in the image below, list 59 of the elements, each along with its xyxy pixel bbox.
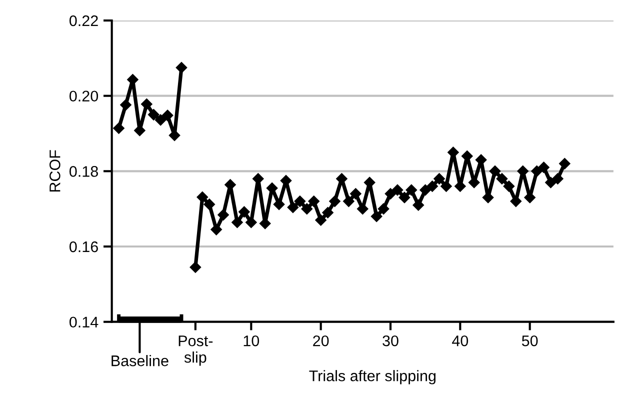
point [559,158,570,170]
point [406,184,418,196]
y-tick-label: 0.20 [69,90,98,102]
point [496,173,508,184]
point [489,166,501,177]
point [196,192,208,203]
point [378,203,390,214]
point [384,188,396,200]
x-tick-label: 30 [382,335,398,346]
point [218,209,229,220]
point [357,203,368,214]
point [531,166,542,177]
point [273,198,285,210]
point [210,224,222,236]
point [538,162,550,174]
point [329,196,340,207]
text: Baseline [112,355,168,366]
y-tick-label: 0.16 [69,241,98,252]
point [503,180,515,192]
point [148,109,160,120]
point [246,216,257,228]
x-tick-label: 20 [313,335,329,346]
point [322,207,334,218]
y-axis-title: RCOF [50,150,60,192]
point [392,184,404,196]
point [120,99,132,110]
point [552,173,564,184]
point [370,210,382,222]
point [426,180,438,192]
point [301,203,313,214]
point [287,202,299,213]
y-tick-label: 0.18 [69,166,98,177]
point [238,206,250,218]
point [294,196,306,207]
point [420,184,431,196]
point [141,98,152,110]
point [434,173,445,184]
x-tick-label: 10 [244,335,260,346]
point [440,180,452,192]
point [315,214,326,226]
x-tick-label: 50 [522,335,538,346]
point [190,262,202,273]
point [162,110,174,122]
point [412,199,424,211]
point [398,192,410,204]
x-tick-label: Post- slip [178,336,213,366]
point [204,198,215,210]
point [154,114,166,126]
point [545,176,556,188]
point [308,196,320,207]
y-tick-label: 0.14 [69,316,98,328]
x-axis-title: Trials after slipping [309,370,436,384]
point [343,196,354,207]
point [113,122,124,134]
point [232,216,243,228]
x-tick-label: 40 [452,335,468,346]
point [350,188,362,200]
point [176,62,188,74]
y-tick-label: 0.22 [69,15,98,26]
